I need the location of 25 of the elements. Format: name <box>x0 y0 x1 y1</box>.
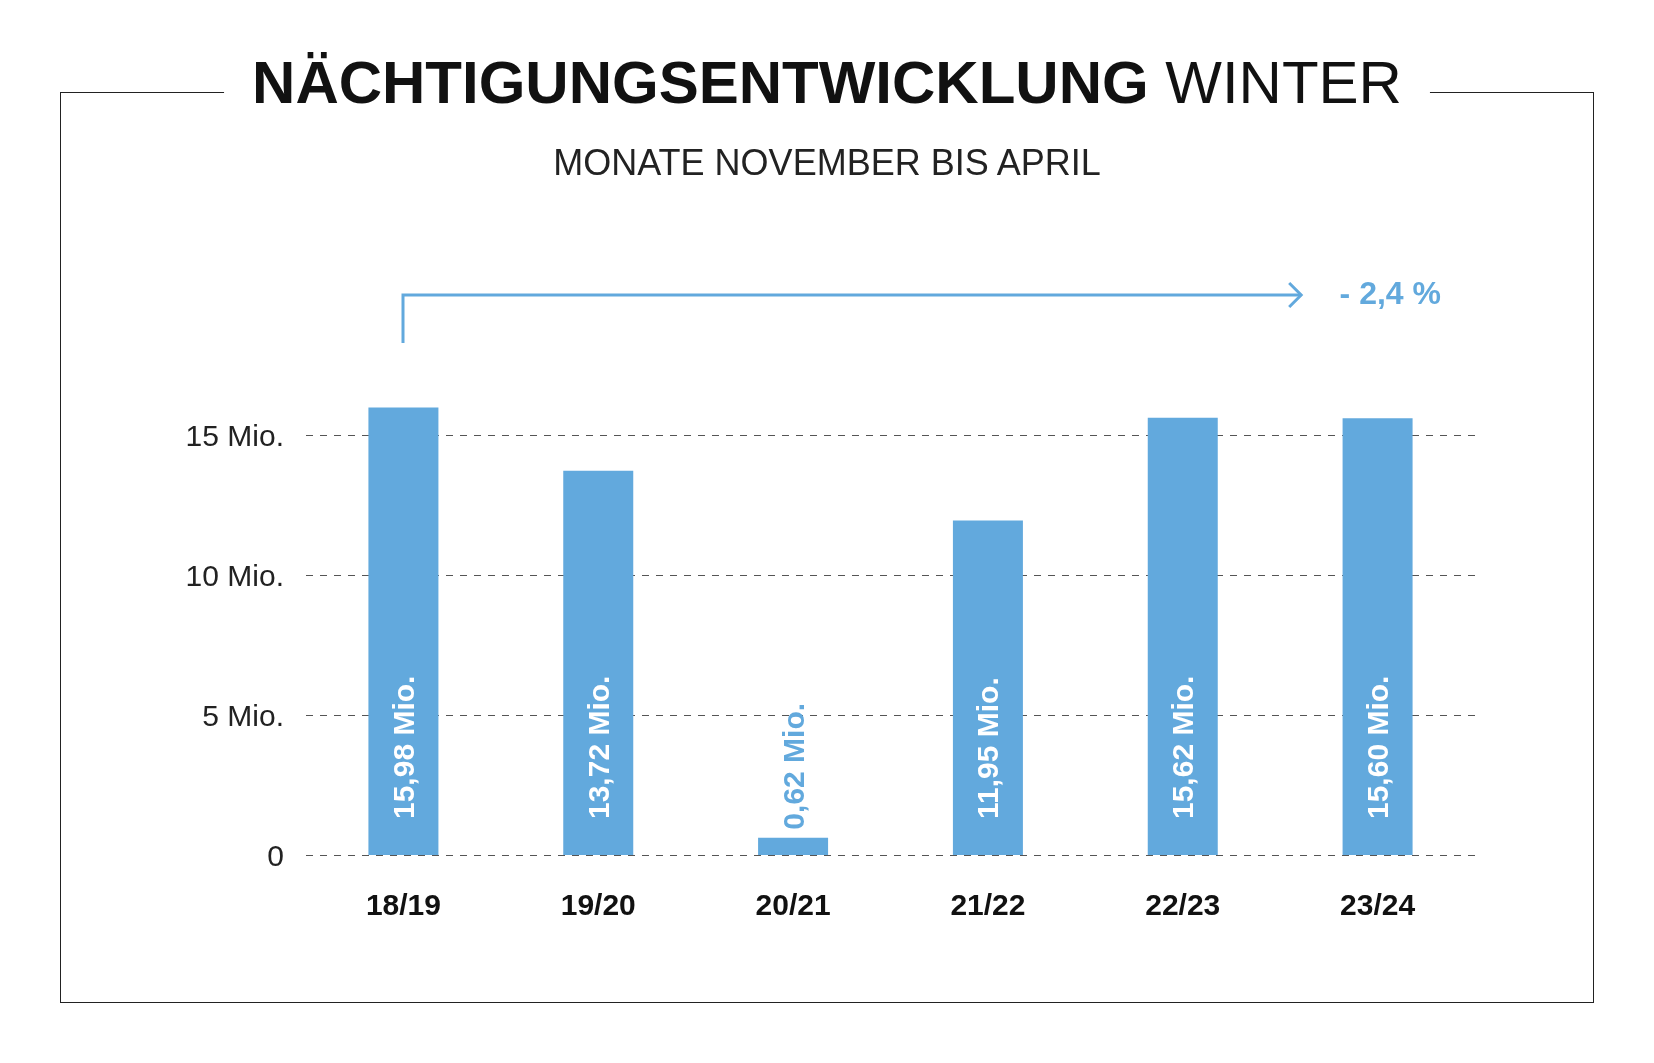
chart-title: NÄCHTIGUNGSENTWICKLUNG WINTER <box>252 48 1402 116</box>
data-label: 13,72 Mio. <box>581 675 615 819</box>
bar <box>563 470 634 855</box>
x-tick-label: 19/20 <box>560 887 636 921</box>
x-tick-label: 21/22 <box>950 887 1026 921</box>
x-tick-label: 23/24 <box>1340 887 1416 921</box>
y-tick-label: 0 <box>267 838 284 872</box>
x-tick-label: 20/21 <box>755 887 831 921</box>
text: - 2,4 % <box>1339 275 1441 312</box>
y-tick-label: 15 Mio. <box>185 418 284 452</box>
bar <box>1147 417 1218 855</box>
y-tick-label: 5 Mio. <box>202 698 284 732</box>
bar <box>952 520 1023 855</box>
chart-subtitle: MONATE NOVEMBER BIS APRIL <box>553 141 1101 183</box>
x-tick-label: 18/19 <box>365 887 441 921</box>
data-label: 15,98 Mio. <box>386 675 420 819</box>
bar <box>758 837 829 855</box>
data-label: 11,95 Mio. <box>971 677 1005 819</box>
data-label: 0,62 Mio. <box>776 702 810 830</box>
bar <box>368 407 439 855</box>
data-label: 15,60 Mio. <box>1361 675 1395 819</box>
bar <box>1342 418 1413 855</box>
data-label: 15,62 Mio. <box>1166 675 1200 819</box>
y-tick-label: 10 Mio. <box>185 558 284 592</box>
x-tick-label: 22/23 <box>1145 887 1221 921</box>
